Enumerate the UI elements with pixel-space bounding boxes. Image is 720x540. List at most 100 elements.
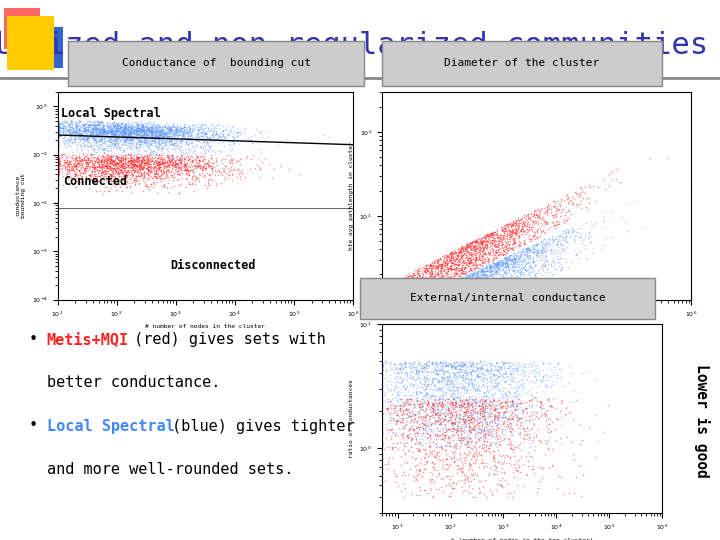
Point [468,418,480,427]
Point [473,414,485,423]
Point [444,286,456,294]
Point [555,260,567,269]
Point [433,295,445,304]
Point [417,269,428,278]
Point [519,217,531,226]
Point [120,131,131,140]
Point [487,402,498,411]
Point [100,137,112,146]
Point [222,133,233,141]
Point [107,151,119,159]
Point [500,258,511,266]
Point [446,364,457,373]
Point [420,291,431,300]
Point [117,168,129,177]
Point [413,360,425,369]
Point [167,140,179,149]
Point [228,134,240,143]
Point [459,295,471,304]
Point [127,154,138,163]
Point [176,133,188,141]
Point [501,222,513,231]
Point [138,158,150,167]
Point [391,295,402,304]
Point [231,127,243,136]
Point [52,140,63,149]
Point [387,404,399,413]
Point [480,241,491,249]
Point [437,285,449,293]
Point [279,138,290,147]
Point [577,193,589,202]
Point [492,243,503,252]
Point [111,123,122,131]
Point [73,166,84,175]
Point [90,134,102,143]
Point [151,138,163,146]
Point [218,166,230,175]
Point [447,401,459,410]
Point [469,295,481,304]
Point [469,375,481,383]
Point [420,295,432,303]
Point [500,407,511,416]
Point [376,360,387,368]
Point [96,124,108,132]
Point [531,227,543,235]
Point [52,154,63,163]
Point [420,263,431,272]
Point [494,394,505,402]
Point [411,366,423,374]
Point [152,161,163,170]
Point [456,414,468,423]
Point [105,146,117,154]
Point [52,154,63,163]
Point [390,295,401,304]
Point [407,271,418,280]
Point [404,272,415,280]
Point [450,269,462,278]
Point [151,134,163,143]
Point [166,161,178,170]
Point [217,171,228,179]
Point [526,210,537,218]
Point [460,295,472,304]
Point [388,295,400,304]
Point [529,273,541,281]
Point [125,131,136,139]
Point [86,134,98,143]
Point [467,379,478,387]
Point [460,260,472,268]
Point [52,130,63,139]
Point [440,288,451,296]
Point [503,434,515,442]
Point [421,260,433,269]
Point [442,368,454,376]
Point [589,411,600,420]
Point [518,228,530,237]
Point [52,159,63,168]
Point [495,266,506,275]
Point [500,253,512,261]
Point [192,137,203,145]
Point [52,165,63,174]
Point [415,295,426,304]
Point [228,130,240,138]
Point [52,168,63,177]
Point [376,295,387,304]
Point [419,295,431,304]
Point [132,131,143,140]
Point [495,275,506,284]
Point [112,123,124,131]
Point [441,274,452,283]
Point [391,408,402,416]
Point [502,254,513,262]
Point [202,139,213,148]
Point [87,125,99,133]
Point [541,211,553,219]
Point [485,248,496,256]
Point [424,441,436,450]
Point [485,290,497,299]
Point [493,274,505,283]
Point [441,395,452,403]
